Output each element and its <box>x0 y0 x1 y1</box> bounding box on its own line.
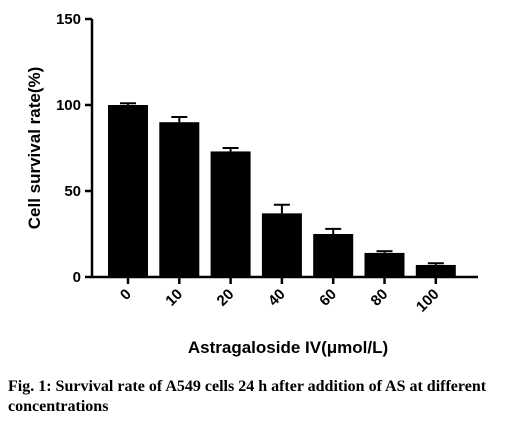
x-tick-label: 80 <box>368 286 392 310</box>
y-tick-label: 50 <box>64 183 81 200</box>
y-axis-label: Cell survival rate(%) <box>25 67 44 230</box>
bar <box>210 151 251 277</box>
y-tick-label: 100 <box>56 97 81 114</box>
x-tick-label: 100 <box>413 286 443 316</box>
x-tick-label: 20 <box>214 286 238 310</box>
x-tick-label: 40 <box>265 286 289 310</box>
bar <box>108 105 148 277</box>
bar <box>415 264 456 277</box>
x-tick-label: 60 <box>316 286 340 310</box>
y-tick-label: 0 <box>73 269 81 286</box>
bar <box>364 252 405 277</box>
error-bars <box>120 102 444 265</box>
bar-chart: 0 50 100 150 0 10 20 40 60 80 100 Cell survival r… <box>25 11 478 357</box>
y-ticks: 0 50 100 150 <box>56 11 92 286</box>
x-ticks: 0 10 20 40 60 80 100 <box>117 277 443 316</box>
bars <box>108 105 456 277</box>
figure-caption: Fig. 1: Survival rate of A549 cells 24 h… <box>8 378 487 415</box>
bar <box>159 122 200 277</box>
bar <box>261 213 302 277</box>
y-tick-label: 150 <box>56 11 81 28</box>
x-tick-label: 0 <box>117 286 135 304</box>
x-axis-label: Astragaloside IV(μmol/L) <box>188 338 388 357</box>
bar <box>313 234 354 277</box>
x-tick-label: 10 <box>162 286 186 310</box>
